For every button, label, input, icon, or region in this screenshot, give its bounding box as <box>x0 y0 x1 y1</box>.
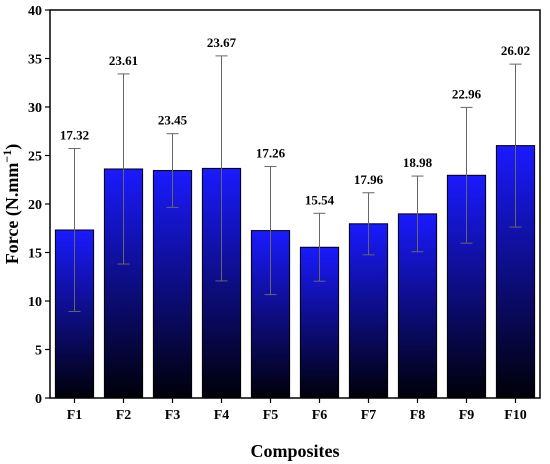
y-axis-title-close: ) <box>2 144 23 150</box>
data-label-f8: 18.98 <box>403 155 433 170</box>
data-labels-group: 17.32 23.61 23.45 23.67 17.26 15.54 17.96 18.98… <box>60 35 530 207</box>
error-bar-f7 <box>362 192 375 256</box>
error-bar-f5 <box>264 166 277 296</box>
x-tick-label-f7: F7 <box>361 408 377 423</box>
y-tick-label-15: 15 <box>28 247 42 262</box>
y-tick-label-25: 25 <box>28 150 42 165</box>
data-label-f9: 22.96 <box>452 86 482 101</box>
error-bar-f10 <box>509 63 522 228</box>
x-tick-label-f4: F4 <box>214 408 230 423</box>
x-axis-title: Composites <box>251 441 340 461</box>
data-label-f5: 17.26 <box>256 146 286 161</box>
data-label-f4: 23.67 <box>207 35 237 50</box>
y-axis: 0 5 10 15 20 25 30 35 40 <box>28 4 50 407</box>
bars-group <box>54 145 536 399</box>
error-bar-f1 <box>68 148 81 312</box>
x-tick-label-f2: F2 <box>116 408 132 423</box>
error-bar-f9 <box>460 106 473 244</box>
error-bars-group <box>68 55 522 312</box>
y-tick-label-10: 10 <box>28 295 42 310</box>
error-bar-f6 <box>313 212 326 282</box>
data-label-f3: 23.45 <box>158 113 188 128</box>
data-label-f2: 23.61 <box>109 53 138 68</box>
y-axis-title-superscript: −1 <box>0 150 14 163</box>
x-tick-label-f8: F8 <box>410 408 426 423</box>
y-tick-label-20: 20 <box>28 198 42 213</box>
y-tick-label-5: 5 <box>35 344 42 359</box>
y-axis-title: Force (N.mm−1) <box>0 144 23 264</box>
data-label-f10: 26.02 <box>501 43 530 58</box>
y-axis-title-main: Force (N.mm <box>2 163 23 265</box>
data-label-f6: 15.54 <box>305 192 335 207</box>
x-tick-label-f9: F9 <box>459 408 475 423</box>
data-label-f1: 17.32 <box>60 128 89 143</box>
x-tick-label-f6: F6 <box>312 408 328 423</box>
x-tick-label-f10: F10 <box>504 408 527 423</box>
error-bar-f3 <box>166 133 179 208</box>
error-bar-f8 <box>411 175 424 253</box>
x-tick-label-f3: F3 <box>165 408 181 423</box>
y-tick-label-35: 35 <box>28 53 42 68</box>
y-tick-label-30: 30 <box>28 101 42 116</box>
y-tick-label-0: 0 <box>35 392 42 407</box>
error-bar-f2 <box>117 73 130 265</box>
x-axis: F1 F2 F3 F4 F5 F6 F7 F8 F9 F10 <box>67 398 527 423</box>
x-tick-label-f1: F1 <box>67 408 83 423</box>
data-label-f7: 17.96 <box>354 172 384 187</box>
x-tick-label-f5: F5 <box>263 408 279 423</box>
y-tick-label-40: 40 <box>28 4 42 19</box>
error-bar-f4 <box>215 55 228 282</box>
